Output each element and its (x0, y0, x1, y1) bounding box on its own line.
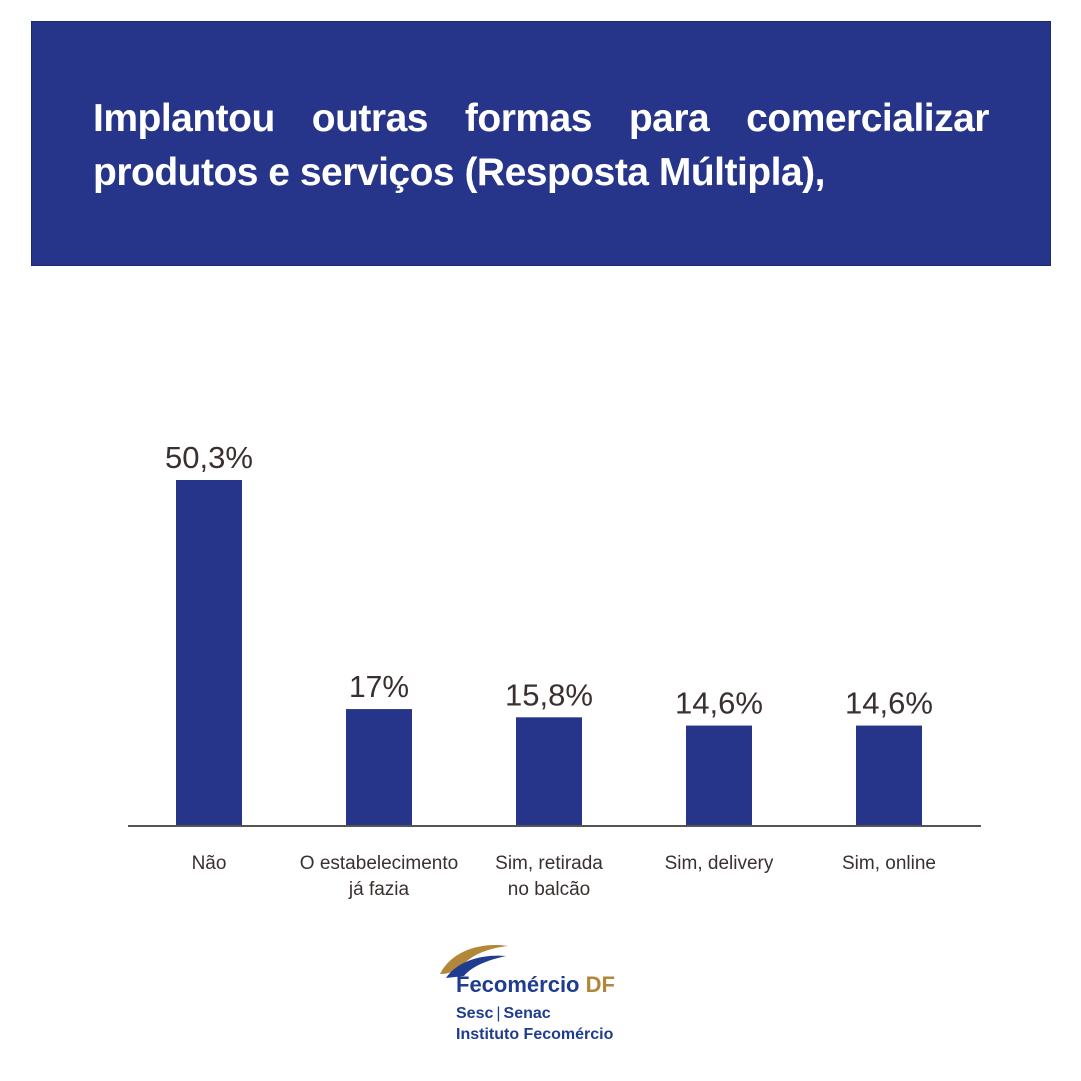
logo-brand-name: Fecomércio (456, 972, 580, 997)
category-label: Sim, delivery (665, 853, 774, 874)
logo-line-instituto: Instituto Fecomércio (456, 1026, 614, 1043)
logo-separator: | (496, 1005, 501, 1022)
logo-senac: Senac (503, 1005, 551, 1022)
bar (346, 709, 412, 826)
category-label: Sim, online (842, 853, 936, 874)
value-label: 17% (349, 669, 409, 704)
wing-logo-icon (440, 945, 508, 978)
category-label: Não (192, 853, 227, 874)
bar-chart: 50,3% 17% 15,8% 14,6% 14,6% Não O estabelecim… (128, 440, 981, 900)
category-label: no balcão (508, 879, 590, 900)
logo-sesc: Sesc (456, 1005, 494, 1022)
bar (176, 480, 242, 826)
category-label: já fazia (348, 879, 410, 900)
title-banner: Implantou outras formas para comercializ… (31, 21, 1051, 266)
logo-brand-text: Fecomércio DF (456, 972, 615, 998)
bar (856, 725, 922, 826)
fecomercio-logo: Fecomércio DF Sesc | Senac Instituto Fecom… (432, 940, 672, 1050)
category-label: O estabelecimento (300, 853, 458, 874)
bar (516, 717, 582, 826)
logo-line-sesc-senac: Sesc | Senac (456, 1005, 551, 1023)
bar (686, 725, 752, 826)
value-label: 15,8% (505, 677, 593, 712)
value-label: 14,6% (845, 686, 933, 721)
value-label: 50,3% (165, 440, 253, 475)
logo-brand-suffix: DF (585, 972, 615, 997)
chart-title: Implantou outras formas para comercializ… (93, 97, 990, 194)
category-label: Sim, retirada (495, 853, 603, 874)
value-label: 14,6% (675, 686, 763, 721)
